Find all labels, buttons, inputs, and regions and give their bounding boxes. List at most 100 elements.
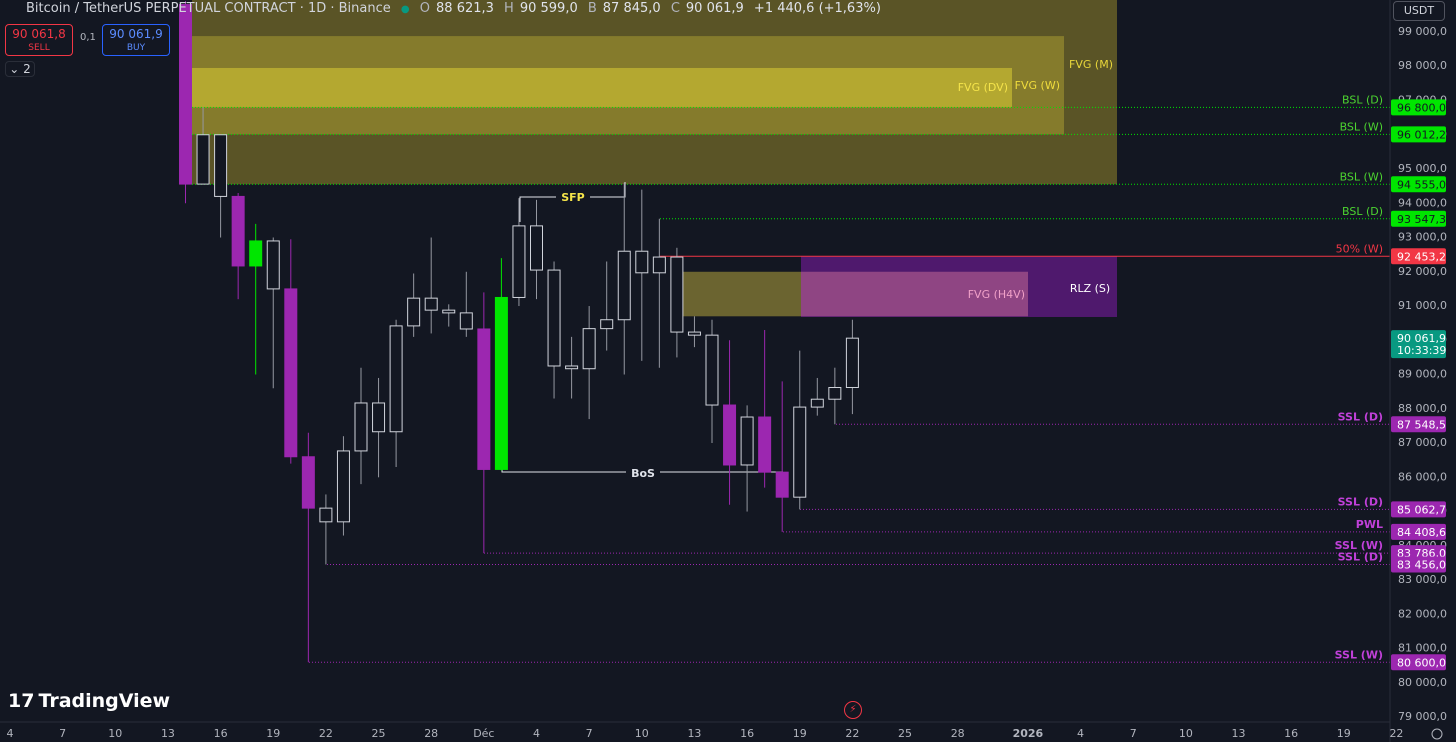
level-label: SSL (D) (1338, 550, 1383, 563)
y-tick-label: 98 000,0 (1398, 59, 1447, 72)
x-tick-label: 22 (1389, 727, 1403, 740)
buy-price: 90 061,9 (109, 27, 163, 41)
last-price-tag (1391, 330, 1446, 359)
candle-body (582, 328, 596, 370)
ohlc-key: C (670, 1, 680, 16)
annotation: BoS (631, 467, 655, 480)
candle-body (231, 195, 245, 267)
level-label: SSL (W) (1335, 539, 1383, 552)
level-label: SSL (D) (1338, 410, 1383, 423)
ohlc-value: 90 599,0 (519, 1, 578, 16)
x-tick-label: 22 (319, 727, 333, 740)
price-tag (1391, 248, 1446, 265)
level-label: PWL (1356, 518, 1383, 531)
x-tick-label: 28 (951, 727, 965, 740)
price-tag (1391, 176, 1446, 193)
bos-bg (626, 465, 660, 481)
x-tick-label: 10 (1179, 727, 1193, 740)
y-tick-label: 88 000,0 (1398, 402, 1447, 415)
candle-body (424, 297, 438, 311)
zone-label: FVG (M) (1069, 58, 1113, 71)
x-tick-label: 28 (424, 727, 438, 740)
ohlc-value: 88 621,3 (436, 1, 494, 16)
x-tick-label: 16 (1284, 727, 1298, 740)
x-tick-label: 7 (1130, 727, 1137, 740)
candle-body (512, 225, 526, 298)
level-label: BSL (W) (1340, 120, 1383, 133)
sell-button[interactable]: 90 061,8 SELL (5, 24, 73, 56)
candle-body (179, 4, 192, 185)
ohlc: O 88 621,3 H 90 599,0 B 87 845,0 C 90 061,9 … (420, 1, 887, 16)
ohlc-value: 90 061,9 (685, 1, 744, 16)
ohlc-key: O (419, 1, 431, 16)
alert-icon[interactable]: ⚡ (844, 701, 862, 719)
price-tag (1391, 126, 1446, 143)
candle-body (214, 134, 228, 197)
zone-label: FVG (DV) (958, 81, 1008, 94)
y-tick-label: 79 000,0 (1398, 710, 1447, 723)
price-tag (1391, 210, 1446, 227)
candle-body (389, 325, 403, 433)
x-tick-label: 25 (372, 727, 386, 740)
x-tick-label: 16 (740, 727, 754, 740)
candle-body (828, 387, 842, 400)
candle-body (494, 296, 508, 470)
zone-label: RLZ (S) (1070, 282, 1110, 295)
price-tag-label: 96 012,2 (1397, 128, 1446, 141)
zone (192, 67, 1012, 108)
x-tick-label: Déc (473, 727, 494, 740)
x-tick-label: 16 (214, 727, 228, 740)
buy-button[interactable]: 90 061,9 BUY (102, 24, 170, 56)
y-tick-label: 80 000,0 (1398, 676, 1447, 689)
x-tick-label: 19 (266, 727, 280, 740)
price-tag-label: 87 548,5 (1397, 418, 1446, 431)
candle-body (547, 269, 561, 367)
x-tick-label: 22 (845, 727, 859, 740)
x-tick-label: 7 (59, 727, 66, 740)
candle-body (336, 450, 350, 523)
candle-body (810, 398, 824, 408)
price-tag-label: 93 547,3 (1397, 213, 1446, 226)
y-tick-label: 82 000,0 (1398, 607, 1447, 620)
level-label: SSL (D) (1338, 495, 1383, 508)
brand: 17 TradingView (8, 690, 171, 712)
symbol: Bitcoin / TetherUS PERPETUAL CONTRACT · … (26, 1, 391, 16)
layers-count: 2 (23, 62, 31, 76)
layers-toggle[interactable]: ⌄ 2 (5, 61, 35, 77)
candle-body (740, 416, 754, 466)
candle-body (635, 250, 649, 274)
change: +1 440,6 (+1,63%) (753, 1, 881, 16)
status-dot: ● (400, 4, 410, 15)
candle-body (196, 134, 210, 185)
level-label: SSL (W) (1335, 648, 1383, 661)
candle-body (459, 312, 473, 330)
price-tag (1391, 654, 1446, 671)
candle-body (723, 404, 737, 466)
level-label: BSL (D) (1342, 93, 1383, 106)
y-tick-label: 94 000,0 (1398, 196, 1447, 209)
ohlc-value: 87 845,0 (602, 1, 661, 16)
y-tick-label: 81 000,0 (1398, 642, 1447, 655)
price-axis-bg (1390, 0, 1456, 742)
price-tag-label: 96 800,0 (1397, 101, 1446, 114)
zone-overlap (801, 271, 1028, 317)
ohlc-key: H (504, 1, 514, 16)
candle-body (407, 297, 421, 327)
level-label: BSL (W) (1340, 170, 1383, 183)
x-tick-label: 13 (687, 727, 701, 740)
level-label: BSL (D) (1342, 205, 1383, 218)
candle-body (372, 402, 386, 433)
x-tick-label: 19 (793, 727, 807, 740)
ohlc-key: B (587, 1, 597, 16)
candle-body (565, 365, 579, 370)
candle-body (249, 240, 263, 267)
x-tick-label: 10 (108, 727, 122, 740)
candle-body (354, 402, 368, 452)
zone-label: FVG (H4V) (968, 288, 1025, 301)
currency[interactable]: USDT (1393, 1, 1445, 21)
y-tick-label: 86 000,0 (1398, 470, 1447, 483)
price-tag-label: 92 453,2 (1397, 250, 1446, 263)
price-tag (1391, 99, 1446, 116)
